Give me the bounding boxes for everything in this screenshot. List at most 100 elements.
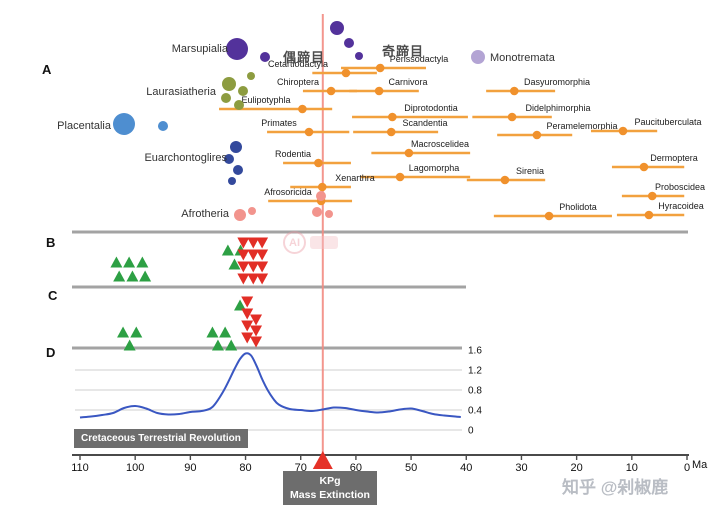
clade-dot — [247, 72, 255, 80]
age-dot — [647, 191, 657, 201]
order-label: Dermoptera — [650, 153, 698, 163]
extinction-triangle — [247, 249, 260, 261]
clade-dot — [355, 52, 363, 60]
clade-dot — [221, 93, 231, 103]
clade-afrotheria: Afrotheria — [181, 191, 333, 221]
order-dasyuromorphia: Dasyuromorphia — [486, 77, 590, 96]
clade-euarchontoglires: Euarchontoglires — [144, 141, 243, 185]
age-dot — [317, 182, 327, 192]
order-afrosoricida: Afrosoricida — [264, 187, 353, 206]
clade-dot — [260, 52, 270, 62]
clade-dot — [248, 207, 256, 215]
clade-dot — [230, 141, 242, 153]
order-label: Peramelemorphia — [546, 121, 617, 131]
order-label: Lagomorpha — [409, 163, 460, 173]
extinction-triangle — [247, 273, 260, 285]
order-paucituberculata: Paucituberculata — [590, 117, 702, 136]
clade-placentalia: Placentalia — [57, 113, 168, 135]
clade-dot — [228, 177, 236, 185]
clade-label: Afrotheria — [181, 208, 230, 220]
clade-dot — [325, 210, 333, 218]
age-dot — [404, 148, 414, 158]
order-perissodactyla: Perissodactyla — [341, 54, 449, 73]
origination-triangle — [110, 256, 123, 268]
extinction-triangle — [241, 332, 254, 344]
age-dot — [395, 172, 405, 182]
origination-triangle — [130, 326, 143, 338]
age-dot — [532, 130, 542, 140]
x-tick-label: 100 — [126, 462, 144, 474]
clade-dot — [471, 50, 485, 64]
clade-monotremata: Monotremata — [471, 50, 556, 64]
kpg-annotation-box: KPg Mass Extinction — [283, 471, 377, 506]
order-label: Hyracoidea — [658, 201, 704, 211]
extinction-triangle — [256, 261, 269, 273]
order-label: Xenarthra — [335, 173, 375, 183]
x-tick-label: 110 — [71, 462, 89, 474]
order-hyracoidea: Hyracoidea — [616, 201, 704, 220]
order-label: Perissodactyla — [390, 54, 449, 64]
center-watermark: AI — [283, 231, 338, 254]
panel-label-c: C — [48, 288, 58, 303]
x-tick-label: 30 — [515, 462, 527, 474]
order-label: Cetartiodactyla — [268, 59, 328, 69]
origination-triangle — [225, 339, 238, 351]
origination-triangle — [136, 256, 149, 268]
origination-triangle — [139, 270, 152, 282]
y-tick-label: 0.4 — [468, 406, 482, 417]
y-tick-label: 1.2 — [468, 366, 482, 377]
age-dot — [341, 68, 351, 78]
watermark-blur-blob — [310, 236, 338, 249]
clade-laurasiatheria: Laurasiatheria — [146, 72, 255, 110]
origination-triangle — [221, 244, 234, 256]
age-dot — [386, 127, 396, 137]
clade-dot — [233, 165, 243, 175]
age-dot — [298, 104, 307, 114]
order-peramelemorphia: Peramelemorphia — [497, 121, 618, 140]
origination-triangle — [126, 270, 139, 282]
label-perissodactyla-cn: 奇蹄目 — [382, 44, 425, 59]
order-cetartiodactyla: Cetartiodactyla — [268, 59, 377, 78]
clade-dot — [113, 113, 135, 135]
clade-label: Euarchontoglires — [144, 152, 227, 164]
order-label: Primates — [261, 118, 297, 128]
order-xenarthra: Xenarthra — [290, 173, 375, 192]
origination-triangle — [113, 270, 126, 282]
order-label: Macroscelidea — [411, 139, 469, 149]
age-dot — [644, 210, 654, 220]
order-primates: Primates — [261, 118, 350, 137]
panel-label-d: D — [46, 345, 56, 360]
origination-triangle — [117, 326, 130, 338]
y-tick-label: 1.6 — [468, 346, 482, 357]
order-label: Carnivora — [388, 77, 427, 87]
order-didelphimorphia: Didelphimorphia — [472, 103, 591, 122]
x-tick-label: 50 — [405, 462, 417, 474]
order-diprotodontia: Diprotodontia — [352, 103, 468, 122]
order-sirenia: Sirenia — [466, 166, 546, 185]
order-label: Diprotodontia — [404, 103, 458, 113]
extinction-triangle — [241, 320, 254, 332]
order-label: Chiroptera — [277, 77, 319, 87]
extinction-triangle — [241, 296, 254, 308]
origination-triangle — [206, 326, 219, 338]
y-tick-label: 0 — [468, 426, 474, 437]
extinction-triangle — [237, 273, 250, 285]
clade-dot — [234, 209, 246, 221]
extinction-triangle — [250, 314, 263, 326]
order-lagomorpha: Lagomorpha — [360, 163, 471, 182]
x-tick-label: 10 — [626, 462, 638, 474]
extinction-triangle — [247, 237, 260, 249]
clade-label: Placentalia — [57, 120, 112, 132]
order-carnivora: Carnivora — [349, 77, 428, 96]
extinction-triangle — [250, 325, 263, 337]
ktr-annotation-box: Cretaceous Terrestrial Revolution — [74, 429, 248, 448]
x-tick-label: 40 — [460, 462, 472, 474]
kpg-box-line1: KPg — [319, 475, 341, 487]
label-artiodactyla-cn: 偶蹄目 — [283, 50, 326, 65]
origination-triangle — [219, 326, 232, 338]
extinction-triangle — [250, 336, 263, 348]
panel-label-b: B — [46, 235, 56, 250]
order-proboscidea: Proboscidea — [621, 182, 705, 201]
order-label: Paucituberculata — [634, 117, 701, 127]
age-dot — [375, 63, 385, 73]
